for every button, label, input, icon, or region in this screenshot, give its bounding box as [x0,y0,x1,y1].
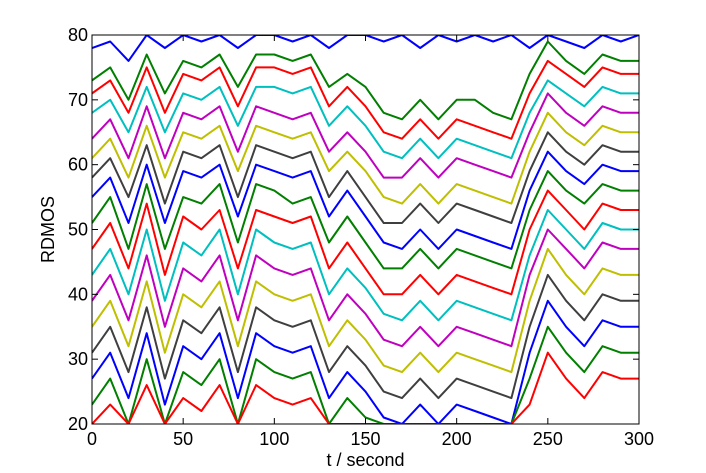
x-tick-label: 50 [173,429,193,449]
series-line-11 [92,209,639,322]
y-tick-label: 70 [68,90,88,110]
series-line-9 [92,170,639,270]
series-line-15 [92,299,639,424]
series-line-2 [92,40,639,121]
series-line-7 [92,131,639,224]
series-line-5 [92,92,639,179]
tick-layer: 0 50 100 150 200 250 300 20 30 40 50 60 70 80 [68,25,654,449]
x-tick-label: 250 [533,429,563,449]
series-line-4 [92,79,639,160]
series-line-13 [92,247,639,374]
y-axis-label: RDMOS [38,196,58,263]
y-tick-label: 50 [68,220,88,240]
series-line-6 [92,111,639,205]
y-tick-label: 30 [68,349,88,369]
series-line-8 [92,150,639,250]
x-tick-label: 300 [624,429,654,449]
x-tick-label: 0 [87,429,97,449]
y-tick-label: 80 [68,25,88,45]
series-line-3 [92,59,639,140]
y-tick-label: 40 [68,284,88,304]
series-line-14 [92,273,639,400]
x-tick-label: 200 [442,429,472,449]
series-line-17 [92,351,639,424]
y-tick-label: 60 [68,155,88,175]
x-tick-label: 150 [350,429,380,449]
series-layer [92,35,639,424]
x-tick-label: 100 [259,429,289,449]
y-tick-label: 20 [68,414,88,434]
series-line-12 [92,228,639,348]
series-line-16 [92,325,639,424]
series-line-10 [92,189,639,296]
x-axis-label: t / second [326,450,404,470]
